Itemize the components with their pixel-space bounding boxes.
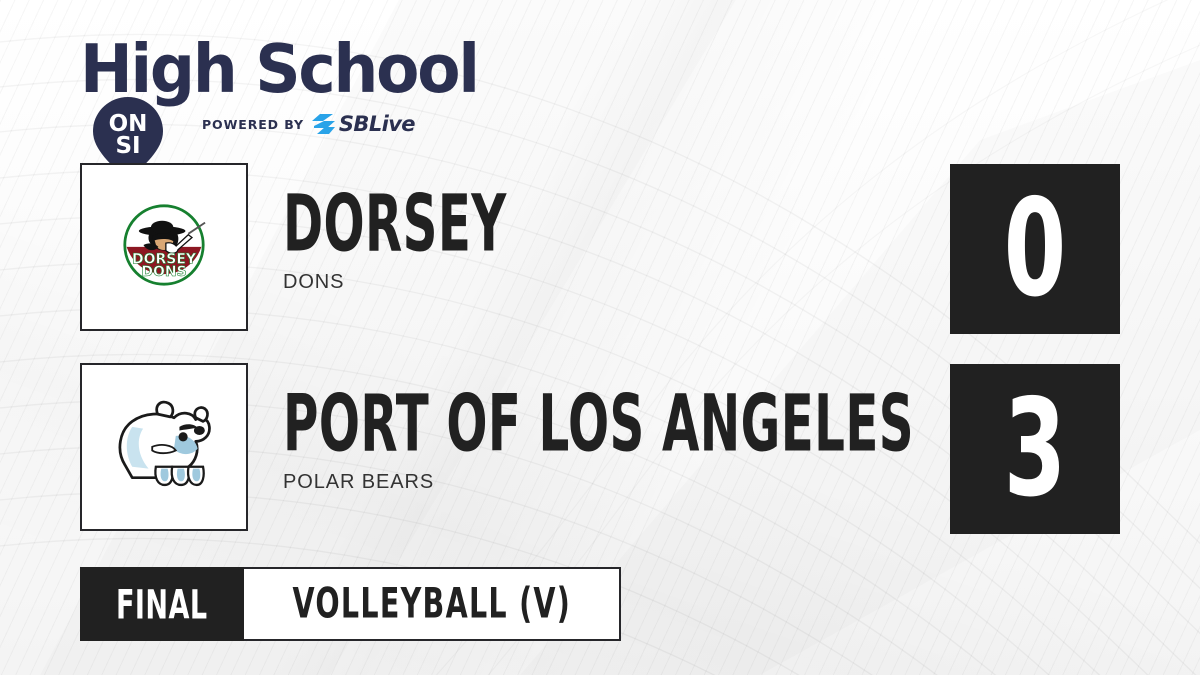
powered-by-label: POWERED BY — [202, 116, 304, 132]
team-logo-card: DORSEY DONS — [80, 163, 248, 331]
team-name: PORT OF LOS ANGELES — [283, 377, 915, 470]
team-mascot: DONS — [283, 271, 345, 293]
game-status-bar: FINAL VOLLEYBALL (V) — [80, 567, 622, 641]
team-logo-card — [80, 363, 248, 531]
team-row: DORSEY DONS DORSEY DONS 0 — [80, 163, 1120, 335]
sblive-bolt-icon — [311, 114, 335, 134]
status-badge-label: FINAL — [116, 580, 208, 628]
powered-by-row: POWERED BY SBLive — [202, 112, 416, 136]
dorsey-dons-logo: DORSEY DONS — [108, 189, 220, 306]
svg-text:SI: SI — [115, 133, 140, 159]
team-mascot: POLAR BEARS — [283, 471, 435, 493]
team-row: PORT OF LOS ANGELES POLAR BEARS 3 — [80, 363, 1120, 535]
sblive-wordmark: SBLive — [338, 112, 416, 136]
on-si-pin-icon: ON SI — [90, 95, 166, 188]
team-score-box: 0 — [950, 164, 1120, 334]
sport-label: VOLLEYBALL (V) — [292, 579, 571, 629]
sport-label-box: VOLLEYBALL (V) — [243, 567, 622, 641]
team-text-block: PORT OF LOS ANGELES POLAR BEARS — [283, 377, 1092, 494]
brand-wordmark: High School — [80, 30, 480, 109]
svg-text:DONS: DONS — [141, 263, 186, 279]
polar-bears-logo — [105, 389, 223, 506]
team-score-box: 3 — [950, 364, 1120, 534]
brand-header: High School ON SI POWERED BY SBLive — [80, 30, 550, 181]
team-text-block: DORSEY DONS — [283, 177, 570, 294]
team-score: 3 — [1003, 371, 1067, 527]
svg-text:DORSEY: DORSEY — [132, 251, 197, 267]
status-badge: FINAL — [80, 567, 244, 641]
team-score: 0 — [1003, 171, 1067, 327]
svg-text:ON: ON — [109, 111, 148, 137]
team-name: DORSEY — [283, 177, 507, 270]
sblive-logo: SBLive — [311, 112, 416, 136]
